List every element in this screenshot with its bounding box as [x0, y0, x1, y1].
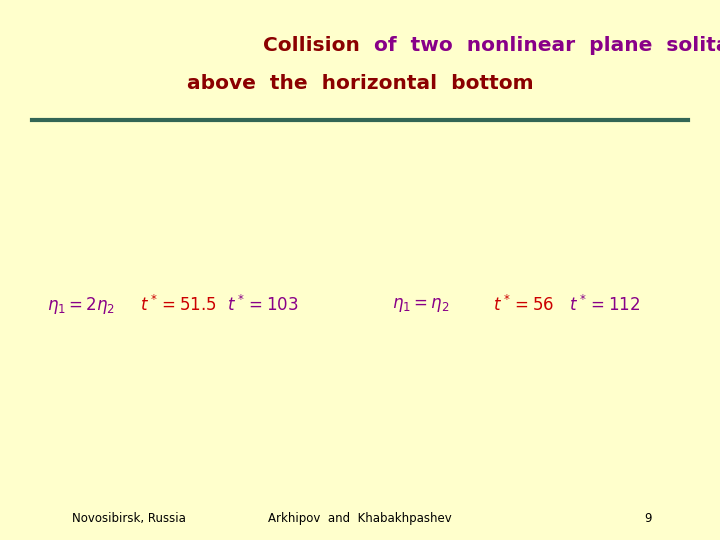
Y-axis label: $u^*$: $u^*$ [25, 343, 39, 357]
X-axis label: $x^*$: $x^*$ [338, 490, 352, 504]
Text: $\eta_1 = \eta_2$: $\eta_1 = \eta_2$ [392, 296, 450, 314]
Text: $\eta_1 = 2\eta_2$: $\eta_1 = 2\eta_2$ [47, 295, 115, 315]
Text: $t^* = 51.5$: $t^* = 51.5$ [140, 295, 217, 315]
Text: $t^* = 103$: $t^* = 103$ [227, 295, 298, 315]
Text: Novosibirsk, Russia: Novosibirsk, Russia [72, 512, 186, 525]
Text: of  two  nonlinear  plane  solitary  waves: of two nonlinear plane solitary waves [360, 36, 720, 56]
Y-axis label: $u^*$: $u^*$ [364, 343, 377, 357]
Text: Arkhipov  and  Khabakhpashev: Arkhipov and Khabakhpashev [268, 512, 452, 525]
X-axis label: $x^*$: $x^*$ [677, 244, 690, 258]
Text: $t^* = 112$: $t^* = 112$ [569, 295, 640, 315]
Text: Collision: Collision [263, 36, 360, 56]
Text: 9: 9 [644, 512, 652, 525]
Y-axis label: $\eta^*$: $\eta^*$ [364, 110, 377, 125]
Text: $t^* = 56$: $t^* = 56$ [493, 295, 554, 315]
X-axis label: $x^*$: $x^*$ [338, 244, 352, 258]
X-axis label: $x^*$: $x^*$ [677, 490, 690, 504]
Y-axis label: $\eta^*$: $\eta^*$ [25, 110, 39, 125]
Text: above  the  horizontal  bottom: above the horizontal bottom [186, 74, 534, 93]
